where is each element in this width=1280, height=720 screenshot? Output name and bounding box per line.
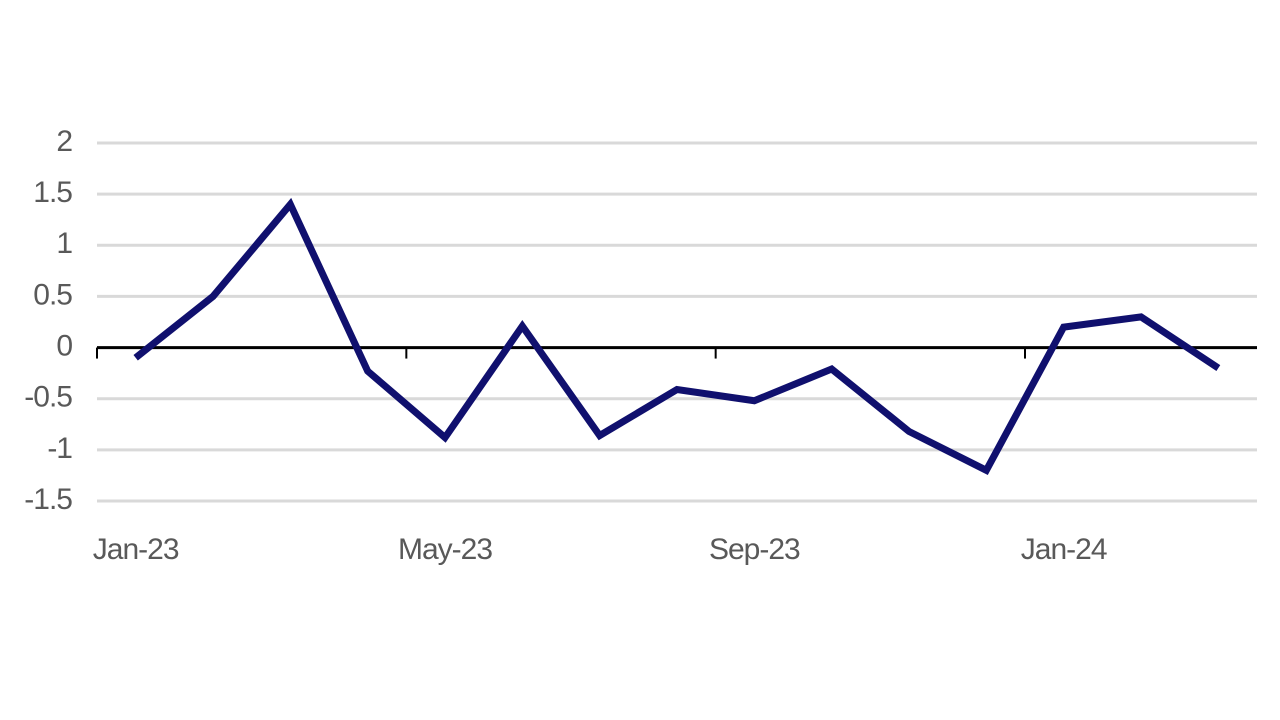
y-tick-label: -1 xyxy=(47,432,72,465)
x-tick-label: Jan-24 xyxy=(1021,533,1107,566)
x-tick-label: Sep-23 xyxy=(709,533,800,566)
y-tick-label: -0.5 xyxy=(24,381,72,414)
y-tick-label: 0.5 xyxy=(33,278,72,311)
x-tick-label: May-23 xyxy=(398,533,492,566)
y-tick-label: 1 xyxy=(56,227,72,260)
y-tick-label: -1.5 xyxy=(24,483,72,516)
data-line xyxy=(133,197,1221,475)
y-tick-label: 2 xyxy=(56,125,72,158)
x-tick-label: Jan-23 xyxy=(93,533,179,566)
y-tick-label: 1.5 xyxy=(33,176,72,209)
y-tick-label: 0 xyxy=(56,329,72,362)
